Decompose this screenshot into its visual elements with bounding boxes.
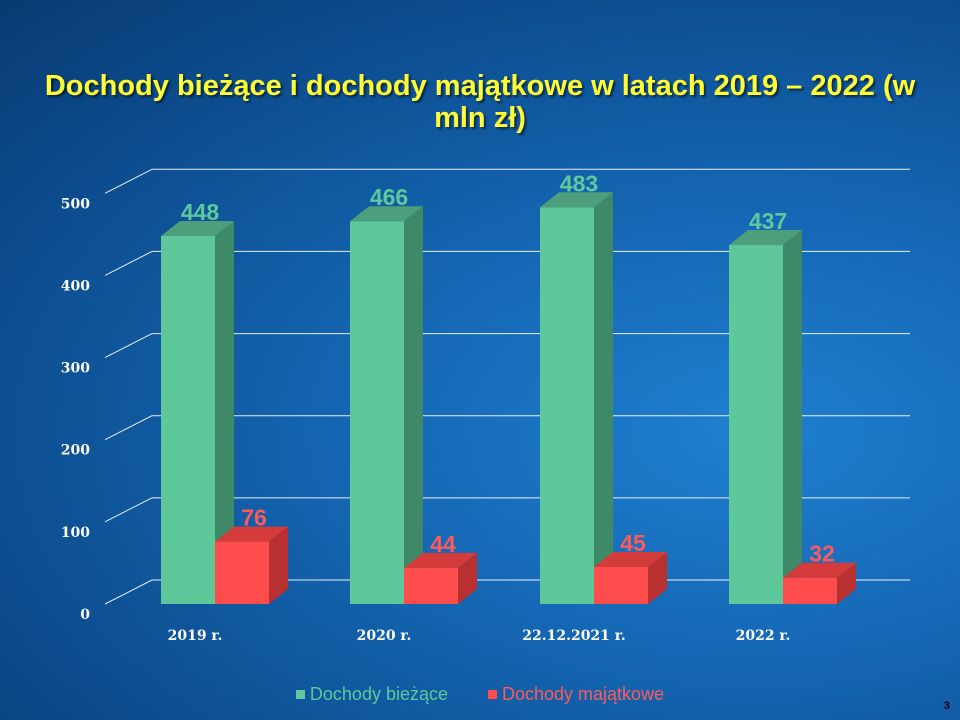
bar-property [404,567,458,604]
bar-current [161,236,215,604]
bar-side [458,552,477,604]
data-label: 437 [749,208,787,234]
data-label: 44 [430,531,456,557]
data-label: 45 [620,530,646,556]
data-label: 466 [370,184,408,210]
bar-current [729,245,783,605]
bar-top [215,526,288,542]
bar-side [783,230,802,605]
y-tick-label: 400 [61,278,90,294]
bar-side [837,562,856,604]
bar-top [783,562,856,578]
legend: Dochody bieżące Dochody majątkowe [0,684,960,705]
bar-top [350,206,423,222]
bar-chart: 0 100 200 300 400 500 448 76 2019 r. 466 44 2020 r.… [61,168,856,644]
bar-current [350,221,404,604]
data-label: 483 [560,170,598,196]
bar-property [783,577,837,604]
bar-side [594,192,613,604]
legend-swatch-current [295,690,305,699]
data-label: 448 [181,199,220,225]
legend-item-current: Dochody bieżące [295,684,448,705]
grid-diagonal-0 [104,579,153,605]
bar-top [161,221,234,236]
legend-label-current: Dochody bieżące [309,684,448,704]
bar-top [729,230,802,246]
chart-title: Dochody bieżące i dochody majątkowe w la… [44,70,916,134]
bar-property [594,567,648,604]
bar-side [215,221,234,604]
legend-item-property: Dochody majątkowe [488,684,664,705]
bar-top [540,192,613,208]
y-tick-label: 0 [80,607,90,623]
bar-side [269,526,288,604]
grid-diagonal-100 [104,497,153,523]
bar-current [540,207,594,604]
grid-diagonal-500 [104,168,153,194]
grid-diagonal-300 [104,333,153,359]
data-label: 32 [809,541,835,567]
data-label: 76 [241,505,267,531]
bar-side [404,206,423,604]
x-tick-label: 22.12.2021 r. [522,628,626,644]
legend-swatch-property [488,690,497,699]
grid-diagonal-200 [104,415,153,441]
x-tick-label: 2020 r. [357,628,412,644]
y-tick-label: 500 [61,196,90,212]
bar-property [215,541,269,604]
legend-label-property: Dochody majątkowe [502,684,665,704]
page-number: 3 [943,700,950,712]
y-tick-label: 200 [61,443,90,459]
bar-top [594,552,667,568]
x-tick-label: 2022 r. [736,628,791,644]
y-tick-label: 100 [61,525,90,541]
bar-side [648,552,667,604]
y-tick-label: 300 [61,361,90,377]
bar-top [404,552,477,568]
grid-diagonal-400 [104,250,153,276]
x-tick-label: 2019 r. [168,628,223,644]
